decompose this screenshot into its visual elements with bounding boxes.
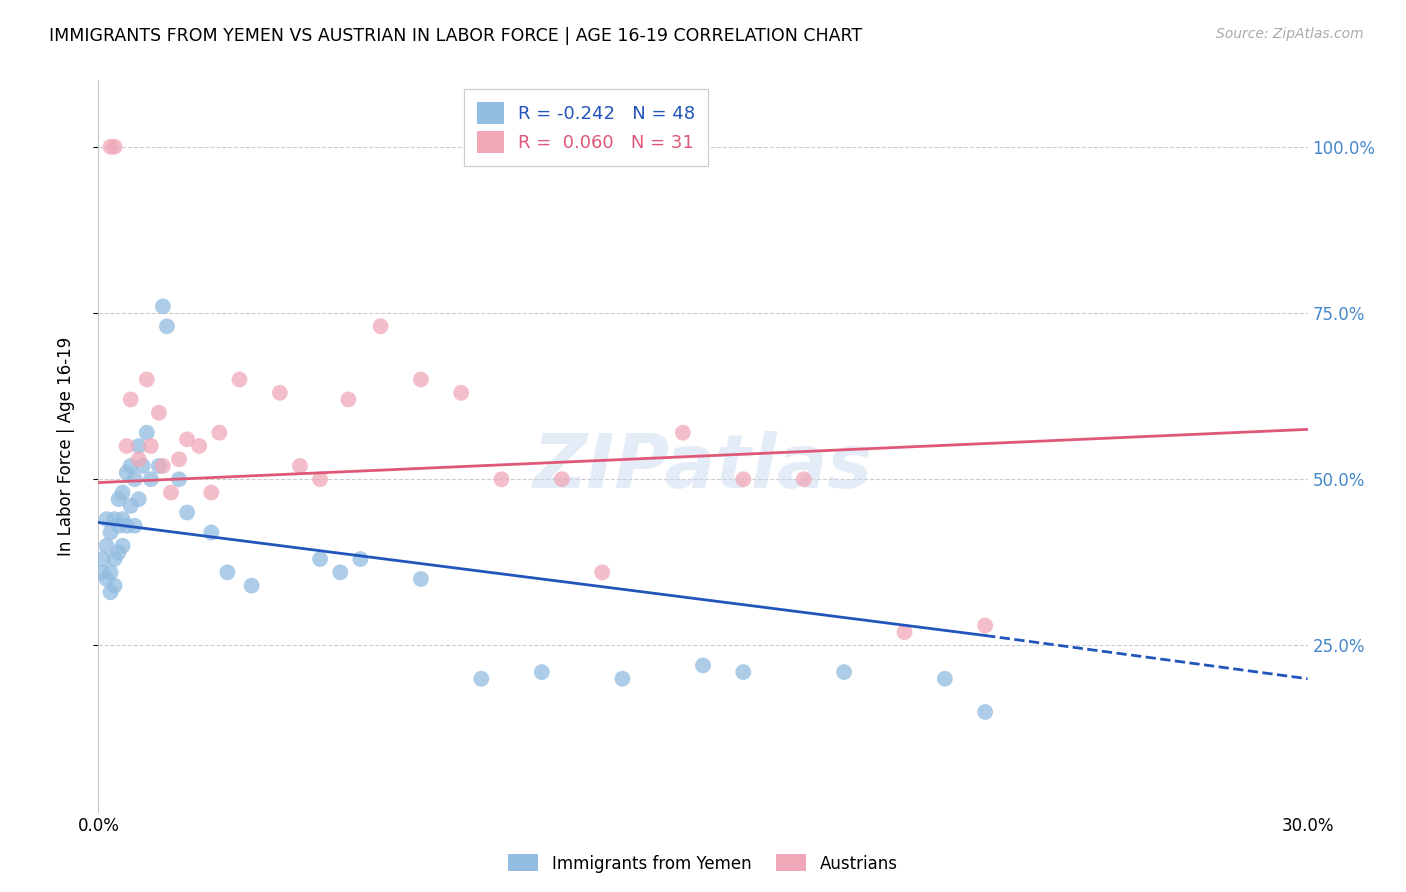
Point — [103, 140, 125, 154]
Point — [692, 658, 714, 673]
Point — [103, 579, 125, 593]
Text: Source: ZipAtlas.com: Source: ZipAtlas.com — [1216, 27, 1364, 41]
Point — [156, 319, 179, 334]
Point — [329, 566, 352, 580]
Point — [107, 518, 129, 533]
Point — [139, 472, 162, 486]
Point — [120, 392, 142, 407]
Point — [107, 492, 129, 507]
Point — [337, 392, 360, 407]
Legend: R = -0.242   N = 48, R =  0.060   N = 31: R = -0.242 N = 48, R = 0.060 N = 31 — [464, 89, 709, 166]
Point — [349, 552, 371, 566]
Point — [200, 485, 222, 500]
Point — [103, 512, 125, 526]
Point — [96, 572, 118, 586]
Y-axis label: In Labor Force | Age 16-19: In Labor Force | Age 16-19 — [56, 336, 75, 556]
Point — [148, 406, 170, 420]
Point — [409, 572, 432, 586]
Point — [612, 672, 634, 686]
Point — [100, 525, 122, 540]
Point — [530, 665, 553, 679]
Point — [96, 539, 118, 553]
Point — [491, 472, 513, 486]
Point — [111, 485, 134, 500]
Point — [120, 458, 142, 473]
Point — [733, 472, 755, 486]
Point — [832, 665, 855, 679]
Point — [152, 458, 174, 473]
Point — [450, 385, 472, 400]
Point — [103, 552, 125, 566]
Point — [111, 539, 134, 553]
Point — [111, 512, 134, 526]
Point — [115, 466, 138, 480]
Point — [208, 425, 231, 440]
Point — [124, 518, 146, 533]
Point — [176, 506, 198, 520]
Point — [124, 472, 146, 486]
Point — [370, 319, 392, 334]
Text: ZIPatlas: ZIPatlas — [533, 432, 873, 505]
Legend: Immigrants from Yemen, Austrians: Immigrants from Yemen, Austrians — [502, 847, 904, 880]
Point — [269, 385, 291, 400]
Point — [309, 552, 332, 566]
Point — [893, 625, 915, 640]
Point — [409, 372, 432, 386]
Point — [309, 472, 332, 486]
Point — [135, 372, 157, 386]
Point — [100, 140, 122, 154]
Point — [115, 518, 138, 533]
Point — [91, 552, 114, 566]
Point — [551, 472, 574, 486]
Point — [200, 525, 222, 540]
Point — [128, 452, 150, 467]
Point — [91, 566, 114, 580]
Point — [591, 566, 613, 580]
Point — [132, 458, 155, 473]
Point — [974, 618, 997, 632]
Point — [148, 458, 170, 473]
Point — [128, 492, 150, 507]
Point — [176, 433, 198, 447]
Point — [139, 439, 162, 453]
Point — [228, 372, 250, 386]
Point — [240, 579, 263, 593]
Point — [107, 545, 129, 559]
Text: IMMIGRANTS FROM YEMEN VS AUSTRIAN IN LABOR FORCE | AGE 16-19 CORRELATION CHART: IMMIGRANTS FROM YEMEN VS AUSTRIAN IN LAB… — [49, 27, 862, 45]
Point — [115, 439, 138, 453]
Point — [120, 499, 142, 513]
Point — [217, 566, 239, 580]
Point — [160, 485, 183, 500]
Point — [934, 672, 956, 686]
Point — [974, 705, 997, 719]
Point — [672, 425, 695, 440]
Point — [793, 472, 815, 486]
Point — [152, 299, 174, 313]
Point — [96, 512, 118, 526]
Point — [733, 665, 755, 679]
Point — [167, 452, 190, 467]
Point — [100, 566, 122, 580]
Point — [470, 672, 492, 686]
Point — [167, 472, 190, 486]
Point — [128, 439, 150, 453]
Point — [188, 439, 211, 453]
Point — [100, 585, 122, 599]
Point — [135, 425, 157, 440]
Point — [288, 458, 311, 473]
